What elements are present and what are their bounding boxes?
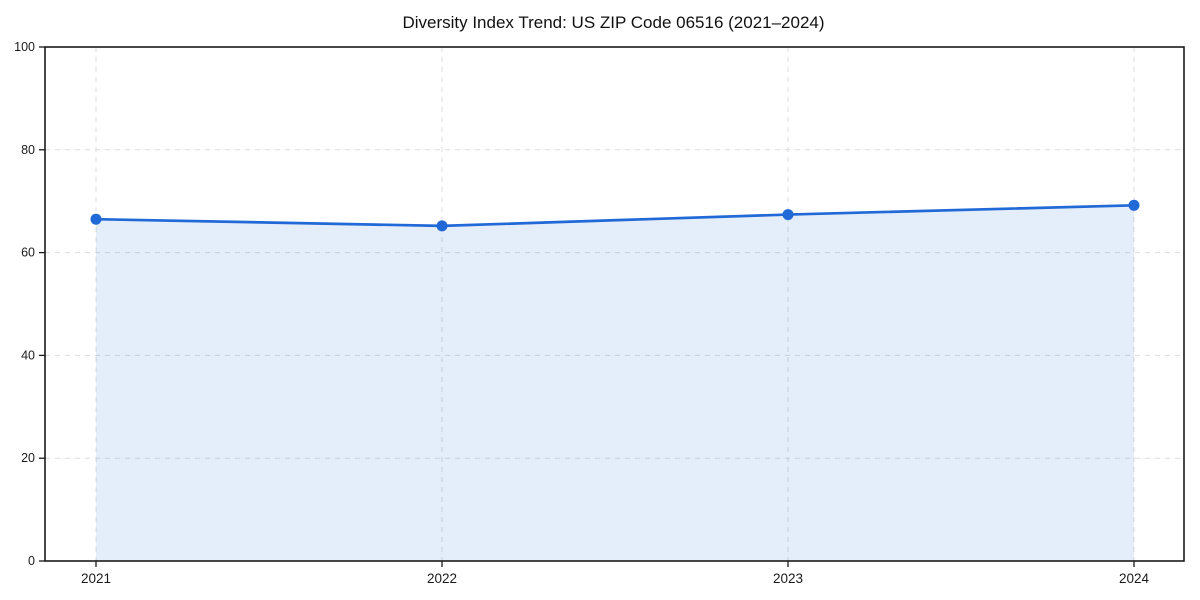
- data-point-marker: [782, 209, 794, 221]
- trend-line: [95, 203, 1135, 228]
- x-axis-tick-label: 2022: [427, 571, 457, 586]
- x-axis-tick-label: 2023: [773, 571, 803, 586]
- data-point-marker: [1128, 199, 1140, 211]
- x-axis-tick-label: 2021: [81, 571, 111, 586]
- data-point-marker: [90, 213, 102, 225]
- y-axis-tick-label: 80: [21, 143, 35, 157]
- chart-title: Diversity Index Trend: US ZIP Code 06516…: [402, 13, 825, 32]
- y-axis-tick-label: 40: [21, 348, 35, 362]
- y-axis-tick-label: 0: [28, 554, 35, 568]
- y-axis-tick-label: 100: [14, 40, 35, 54]
- area-fill: [96, 205, 1134, 561]
- y-axis-tick-label: 60: [21, 246, 35, 260]
- data-point-marker: [436, 220, 448, 232]
- y-axis-tick-label: 20: [21, 451, 35, 465]
- axes-spines: [44, 46, 1185, 562]
- x-axis-tick-label: 2024: [1119, 571, 1150, 586]
